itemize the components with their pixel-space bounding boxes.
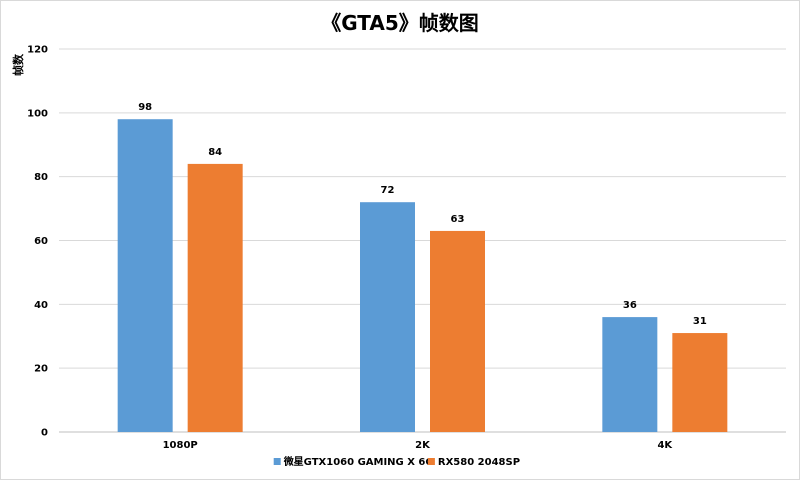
y-axis-ticks: 0 20 40 60 80 100 120 xyxy=(27,45,48,439)
chart-title: 《GTA5》帧数图 xyxy=(321,11,479,35)
x-category-label: 4K xyxy=(657,440,673,451)
legend-label: RX580 2048SP xyxy=(438,457,520,468)
bar xyxy=(672,333,728,432)
y-tick-label: 80 xyxy=(34,172,48,183)
x-category-label: 2K xyxy=(415,440,431,451)
y-tick-label: 0 xyxy=(41,428,48,439)
data-label: 31 xyxy=(693,316,707,327)
legend-swatch xyxy=(273,458,281,465)
bar xyxy=(117,119,173,432)
bar xyxy=(602,317,658,432)
data-label: 84 xyxy=(208,147,222,158)
bar xyxy=(187,163,243,432)
data-label: 36 xyxy=(623,300,637,311)
gridlines xyxy=(59,48,786,433)
y-tick-label: 40 xyxy=(34,300,48,311)
y-tick-label: 120 xyxy=(27,45,48,56)
y-tick-label: 60 xyxy=(34,236,48,247)
data-label: 72 xyxy=(381,185,395,196)
data-label: 98 xyxy=(138,102,152,113)
data-labels: 98 84 72 63 36 31 xyxy=(138,102,707,327)
bars xyxy=(117,119,728,432)
legend-label: 微星GTX1060 GAMING X 6G xyxy=(283,455,434,468)
y-tick-label: 20 xyxy=(34,364,48,375)
legend: 微星GTX1060 GAMING X 6G RX580 2048SP xyxy=(273,455,520,468)
y-tick-label: 100 xyxy=(27,108,48,119)
legend-swatch xyxy=(427,458,435,465)
x-axis-categories: 1080P 2K 4K xyxy=(163,440,674,451)
data-label: 63 xyxy=(451,214,465,225)
bar xyxy=(430,230,485,432)
y-axis-label: 帧数 xyxy=(11,53,25,76)
x-category-label: 1080P xyxy=(163,440,198,451)
bar xyxy=(360,202,415,432)
